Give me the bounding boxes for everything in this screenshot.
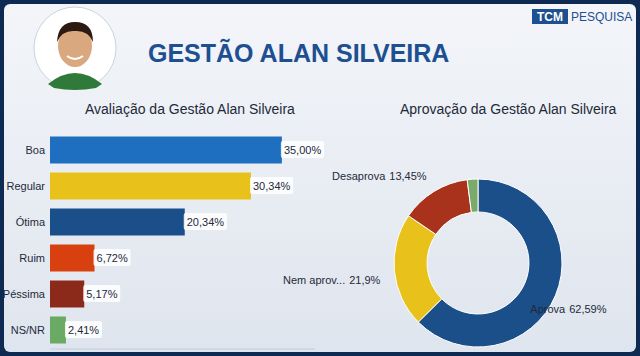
data-label: 2,41% [68,324,99,336]
data-label: 35,00% [284,144,322,156]
category-label: Péssima [3,288,46,300]
bar [50,245,95,272]
category-label: NS/NR [11,324,45,336]
slices [394,179,562,347]
page-title: GESTÃO ALAN SILVEIRA [148,38,449,67]
bar [50,209,185,236]
slice-category: Aprova [530,303,566,315]
slice [408,180,471,235]
data-label-bg [281,141,324,158]
slice-category: Desaprova [332,170,386,182]
avatar-hair [57,22,93,42]
slice-label: Nem aprov... 21,9% [283,274,381,286]
bar [50,173,251,200]
slice-value: 13,45% [389,170,427,182]
logo-text: PESQUISA [571,10,632,24]
data-label-bg [184,213,227,230]
slice-value: 62,59% [569,303,607,315]
data-label: 30,34% [253,180,291,192]
logo-brand: TCM [537,10,563,24]
slice [467,179,478,212]
logo-box [532,9,568,24]
slice-value: 21,9% [349,274,380,286]
category-label: Ruim [19,252,45,264]
data-label: 6,72% [97,252,128,264]
chart-title: Avaliação da Gestão Alan Silveira [85,101,295,117]
bar [50,137,282,164]
avatar-shirt [48,73,102,90]
bars [50,137,282,344]
avatar-smile [67,56,83,59]
category-label: Boa [25,144,45,156]
data-label-bg [83,285,120,302]
bar [50,317,66,344]
data-label-bg [65,321,102,338]
logo: TCM PESQUISA [532,9,632,24]
slice-label: Desaprova13,45% [332,170,427,182]
data-label-bg [250,177,293,194]
x-axis-line [50,349,315,350]
chart-title: Aprovação da Gestão Alan Silveira [400,101,617,117]
bar-labels: Boa 35,00% Regular 30,34% Ótima 20,34% Ruim 6,7… [3,141,324,338]
data-label: 20,34% [187,216,225,228]
category-label: Ótima [16,216,46,228]
slice-category: Nem aprov... [283,274,345,286]
avatar-frame [34,7,116,89]
stage: GESTÃO ALAN SILVEIRA TCM PESQUISA Avaliação… [0,0,640,356]
data-label: 5,17% [86,288,117,300]
background [4,4,636,352]
slice-labels: Aprova62,59% Nem aprov... 21,9% Desaprova13… [283,170,607,315]
avatar [34,7,116,90]
slice-label: Aprova62,59% [530,303,606,315]
bar [50,281,84,308]
data-label-bg [94,249,131,266]
category-label: Regular [6,180,45,192]
